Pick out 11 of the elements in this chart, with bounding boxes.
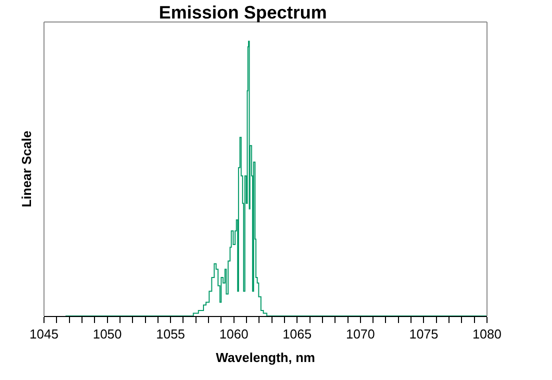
- x-axis-title: Wavelength, nm: [216, 350, 316, 366]
- x-tick-label: 1050: [92, 326, 122, 342]
- x-tick-label: 1080: [472, 326, 502, 342]
- x-tick-label: 1045: [30, 326, 58, 342]
- x-tick-label: 1060: [219, 326, 248, 342]
- chart-title: Emission Spectrum: [158, 2, 327, 22]
- x-tick-label: 1065: [282, 326, 312, 342]
- x-tick-label: 1055: [156, 326, 186, 342]
- x-tick-label: 1075: [409, 326, 438, 342]
- y-axis-title: Linear Scale: [18, 130, 34, 208]
- x-tick-label: 1070: [346, 326, 375, 342]
